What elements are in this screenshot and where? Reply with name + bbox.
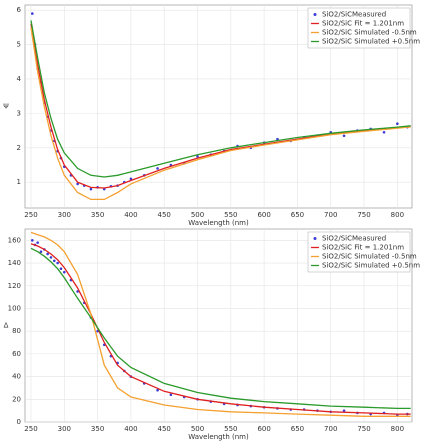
y-tick-label: 40 — [12, 373, 21, 381]
legend-label: SiO2/SiCMeasured — [322, 11, 386, 19]
data-point — [342, 409, 346, 412]
x-tick-label: 300 — [58, 425, 71, 433]
legend-label: SiO2/SiC Simulated -0.5nm — [322, 253, 417, 261]
legend-marker — [313, 237, 317, 240]
x-tick-label: 250 — [24, 211, 37, 219]
x-tick-label: 250 — [24, 425, 37, 433]
x-tick-label: 800 — [391, 425, 404, 433]
y-tick-label: 5 — [17, 41, 21, 49]
x-tick-label: 300 — [58, 211, 71, 219]
data-point — [129, 177, 133, 181]
data-point — [56, 261, 59, 265]
data-point — [76, 290, 79, 293]
y-tick-label: 80 — [12, 327, 21, 335]
legend-label: SiO2/SiCMeasured — [322, 235, 386, 243]
data-point — [31, 239, 34, 242]
x-tick-label: 350 — [91, 211, 104, 219]
x-tick-label: 800 — [391, 211, 404, 219]
data-point — [31, 12, 34, 15]
x-tick-label: 650 — [291, 425, 304, 433]
data-point — [342, 134, 346, 138]
data-point — [382, 131, 386, 134]
data-point — [39, 250, 43, 254]
legend-box — [307, 231, 411, 273]
y-tick-label: 4 — [17, 75, 22, 83]
series-line — [30, 23, 411, 189]
series-line — [30, 243, 411, 415]
data-point — [53, 259, 56, 263]
y-tick-label: 2 — [17, 144, 21, 152]
x-axis-label: Wavelength (nm) — [188, 219, 249, 227]
legend-label: SiO2/SiC Simulated +0.5nm — [322, 262, 420, 270]
x-tick-label: 750 — [357, 425, 370, 433]
x-tick-label: 550 — [224, 211, 237, 219]
legend-label: SiO2/SiC Fit = 1.201nm — [322, 244, 404, 252]
data-point — [36, 241, 39, 244]
x-tick-label: 600 — [257, 425, 270, 433]
y-axis-label: Δ — [4, 322, 9, 330]
y-tick-label: 20 — [12, 395, 21, 403]
x-tick-label: 350 — [91, 425, 104, 433]
legend-label: SiO2/SiC Simulated -0.5nm — [322, 29, 417, 37]
x-tick-label: 500 — [191, 425, 204, 433]
legend-marker — [313, 13, 317, 16]
y-tick-label: 120 — [8, 282, 21, 290]
x-tick-label: 750 — [357, 211, 370, 219]
data-point — [89, 187, 93, 191]
y-tick-label: 0 — [17, 418, 21, 426]
y-tick-label: 60 — [12, 350, 21, 358]
legend-label: SiO2/SiC Fit = 1.201nm — [322, 20, 404, 28]
data-point — [396, 122, 399, 126]
x-axis-label: Wavelength (nm) — [188, 433, 249, 441]
x-tick-label: 650 — [291, 211, 304, 219]
y-tick-label: 3 — [17, 109, 21, 117]
data-point — [76, 182, 79, 186]
data-point — [169, 393, 173, 397]
x-tick-label: 400 — [124, 425, 137, 433]
data-point — [196, 155, 199, 158]
y-tick-label: 140 — [8, 259, 21, 267]
data-point — [62, 270, 66, 274]
legend-label: SiO2/SiC Simulated +0.5nm — [322, 38, 420, 46]
y-tick-label: 6 — [17, 6, 22, 14]
legend-box — [307, 7, 411, 49]
data-point — [49, 256, 53, 259]
x-tick-label: 450 — [158, 211, 171, 219]
x-tick-label: 700 — [324, 425, 337, 433]
y-tick-label: 160 — [8, 236, 21, 244]
x-tick-label: 400 — [124, 211, 137, 219]
data-point — [46, 252, 49, 256]
data-point — [156, 388, 159, 392]
x-tick-label: 600 — [257, 211, 270, 219]
x-tick-label: 700 — [324, 211, 337, 219]
data-point — [156, 167, 159, 170]
series-line — [30, 27, 411, 201]
x-tick-label: 500 — [191, 211, 204, 219]
series-line — [30, 231, 411, 417]
y-tick-label: 100 — [8, 304, 21, 312]
x-tick-label: 450 — [158, 425, 171, 433]
x-tick-label: 550 — [224, 425, 237, 433]
series-line — [30, 247, 411, 410]
y-axis-label: Ψ — [3, 103, 9, 111]
series-line — [30, 20, 411, 178]
data-point — [59, 267, 63, 271]
y-tick-label: 1 — [17, 178, 21, 186]
